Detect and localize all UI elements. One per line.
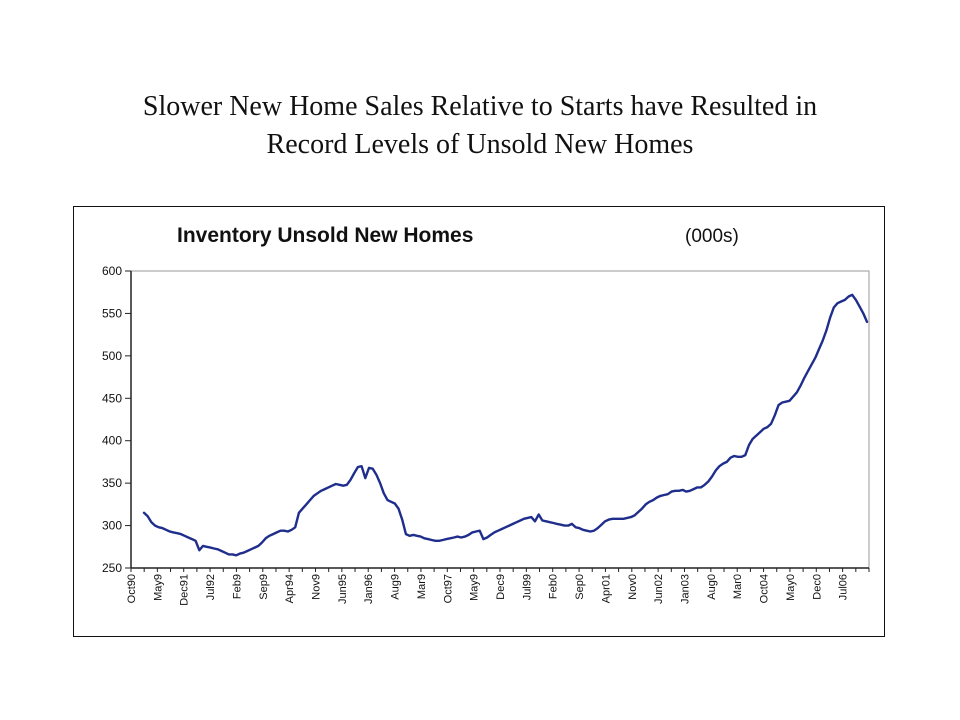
- y-tick-label: 450: [102, 391, 122, 405]
- x-tick-label: Dec9: [495, 574, 507, 600]
- chart-title: Inventory Unsold New Homes: [177, 224, 473, 247]
- slide-title: Slower New Home Sales Relative to Starts…: [40, 88, 920, 164]
- y-tick-label: 350: [102, 476, 122, 490]
- x-tick-label: Apr94: [284, 574, 296, 603]
- x-tick-label: Nov0: [627, 574, 639, 600]
- x-tick-label: Jun02: [653, 574, 665, 604]
- plot-border: [130, 270, 870, 569]
- x-tick-label: Apr01: [600, 574, 612, 603]
- plot-area: 600 550 500 450 400 350 300 250 Oct90 May9 Dec91 Ju…: [102, 264, 870, 606]
- x-tick-label: Mar0: [732, 574, 744, 599]
- y-tick-label: 400: [102, 434, 122, 448]
- x-tick-label: Oct90: [126, 574, 138, 603]
- x-tick-label: Sep9: [258, 574, 270, 600]
- x-tick-label: Oct04: [759, 574, 771, 603]
- x-tick-label: Jun95: [337, 574, 349, 604]
- x-tick-label: Jan03: [680, 574, 692, 604]
- x-tick-label: Jul92: [205, 574, 217, 600]
- y-tick-label: 250: [102, 561, 122, 575]
- y-tick-label: 550: [102, 306, 122, 320]
- x-tick-label: Oct97: [442, 574, 454, 603]
- slide-title-line-2: Record Levels of Unsold New Homes: [266, 129, 694, 160]
- chart-title-unit: (000s): [685, 226, 739, 247]
- x-tick-label: May0: [785, 574, 797, 601]
- x-tick-label: Dec91: [179, 574, 191, 606]
- x-tick-label: Aug0: [706, 574, 718, 600]
- y-tick-label: 500: [102, 349, 122, 363]
- slide-title-line-1: Slower New Home Sales Relative to Starts…: [142, 91, 818, 122]
- x-tick-label: May9: [469, 574, 481, 601]
- x-tick-label: Nov9: [311, 574, 323, 600]
- x-tick-label: Mar9: [416, 574, 428, 599]
- x-tick-label: Feb0: [548, 574, 560, 599]
- x-tick-label: Jul06: [838, 574, 850, 600]
- x-tick-label: Jul99: [521, 574, 533, 600]
- inventory-line-chart: Inventory Unsold New Homes (000s) 600 550…: [102, 224, 870, 606]
- y-tick-label: 600: [102, 264, 122, 278]
- inventory-series-line: [142, 293, 869, 557]
- x-tick-label: May9: [152, 574, 164, 601]
- x-tick-label: Aug9: [390, 574, 402, 600]
- x-tick-label: Feb9: [231, 574, 243, 599]
- x-tick-label: Sep0: [574, 574, 586, 600]
- chart-frame: Inventory Unsold New Homes (000s) 600 550…: [73, 206, 885, 637]
- x-tick-label: Jan96: [363, 574, 375, 604]
- x-tick-label: Dec0: [811, 574, 823, 600]
- y-tick-label: 300: [102, 519, 122, 533]
